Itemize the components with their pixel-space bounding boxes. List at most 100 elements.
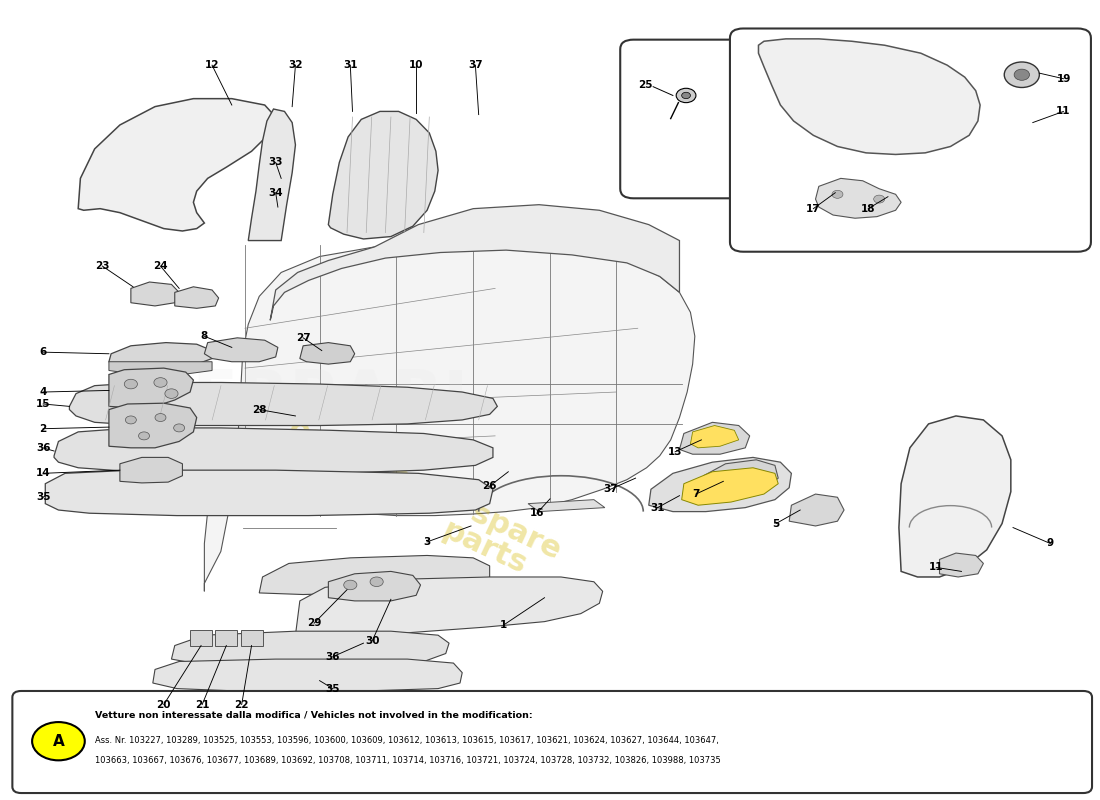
Text: 18: 18 (861, 204, 876, 214)
Text: 34: 34 (268, 188, 283, 198)
Polygon shape (109, 403, 197, 448)
Text: 19: 19 (1056, 74, 1070, 84)
Text: 15: 15 (36, 399, 51, 409)
Polygon shape (78, 98, 276, 231)
Polygon shape (789, 494, 844, 526)
Text: 6: 6 (40, 347, 46, 357)
Text: 32: 32 (288, 60, 302, 70)
Circle shape (832, 190, 843, 198)
Text: parts: parts (437, 515, 531, 580)
Polygon shape (528, 500, 605, 512)
Text: 31: 31 (650, 502, 664, 513)
Polygon shape (680, 422, 750, 454)
Polygon shape (939, 553, 983, 577)
Polygon shape (899, 416, 1011, 577)
Text: 14: 14 (36, 468, 51, 478)
Circle shape (370, 577, 383, 586)
Text: 35: 35 (36, 492, 51, 502)
Polygon shape (682, 468, 778, 506)
Circle shape (682, 92, 691, 98)
Text: 29: 29 (307, 618, 321, 628)
Circle shape (873, 195, 884, 203)
Polygon shape (54, 428, 493, 474)
Text: 11: 11 (1056, 106, 1070, 117)
Text: 17: 17 (806, 204, 821, 214)
Circle shape (676, 88, 696, 102)
Text: 1: 1 (500, 620, 507, 630)
Polygon shape (815, 178, 901, 218)
Circle shape (174, 424, 185, 432)
Polygon shape (175, 286, 219, 308)
Text: 9: 9 (1047, 538, 1054, 549)
Text: 23: 23 (95, 261, 110, 271)
Circle shape (1004, 62, 1040, 87)
Text: 36: 36 (36, 443, 51, 453)
Polygon shape (205, 338, 278, 362)
Text: 7: 7 (692, 489, 700, 499)
Polygon shape (69, 382, 497, 426)
Polygon shape (296, 577, 603, 635)
Polygon shape (131, 282, 179, 306)
Text: 31: 31 (343, 60, 358, 70)
Text: 37: 37 (603, 484, 618, 494)
Polygon shape (271, 205, 680, 320)
Polygon shape (702, 460, 778, 494)
Text: 35: 35 (326, 683, 340, 694)
Polygon shape (45, 470, 493, 515)
Text: 103663, 103667, 103676, 103677, 103689, 103692, 103708, 103711, 103714, 103716, : 103663, 103667, 103676, 103677, 103689, … (95, 756, 721, 765)
Circle shape (32, 722, 85, 760)
Text: 12: 12 (205, 60, 219, 70)
Text: Ass. Nr. 103227, 103289, 103525, 103553, 103596, 103600, 103609, 103612, 103613,: Ass. Nr. 103227, 103289, 103525, 103553,… (95, 736, 718, 745)
Text: 33: 33 (268, 158, 283, 167)
Polygon shape (249, 109, 296, 241)
Text: 22: 22 (234, 699, 249, 710)
Circle shape (154, 378, 167, 387)
Text: Vetture non interessate dalla modifica / Vehicles not involved in the modificati: Vetture non interessate dalla modifica /… (95, 710, 532, 719)
Text: 10: 10 (409, 60, 424, 70)
Text: 20: 20 (156, 699, 170, 710)
Circle shape (165, 389, 178, 398)
Text: 28: 28 (252, 405, 266, 414)
Polygon shape (109, 368, 194, 408)
Polygon shape (120, 458, 183, 483)
Polygon shape (241, 630, 263, 646)
Text: 3: 3 (424, 537, 431, 547)
Text: 21: 21 (195, 699, 209, 710)
Polygon shape (172, 631, 449, 665)
FancyBboxPatch shape (620, 40, 751, 198)
Text: 2: 2 (40, 424, 46, 434)
Text: passion for spare: passion for spare (283, 413, 565, 566)
Text: 4: 4 (40, 387, 47, 397)
Circle shape (155, 414, 166, 422)
Polygon shape (329, 111, 438, 239)
Polygon shape (329, 571, 420, 601)
Circle shape (124, 379, 138, 389)
Text: 25: 25 (638, 80, 652, 90)
Circle shape (343, 580, 356, 590)
Polygon shape (260, 555, 490, 594)
Polygon shape (649, 458, 791, 512)
Text: 8: 8 (200, 331, 208, 342)
Circle shape (125, 416, 136, 424)
Text: 16: 16 (529, 508, 544, 518)
FancyBboxPatch shape (12, 691, 1092, 793)
Text: 5: 5 (772, 518, 780, 529)
Text: 24: 24 (153, 261, 168, 271)
Text: A: A (53, 734, 64, 749)
Text: 37: 37 (469, 60, 483, 70)
Text: 36: 36 (326, 652, 340, 662)
Polygon shape (190, 630, 212, 646)
FancyBboxPatch shape (730, 29, 1091, 252)
Polygon shape (153, 659, 462, 691)
Text: FERRARI: FERRARI (148, 367, 470, 433)
Circle shape (139, 432, 150, 440)
Polygon shape (691, 426, 739, 448)
Text: 30: 30 (365, 636, 380, 646)
Polygon shape (205, 242, 695, 591)
Text: 11: 11 (930, 562, 944, 573)
Polygon shape (109, 342, 212, 366)
Polygon shape (109, 362, 212, 374)
Polygon shape (300, 342, 354, 364)
Text: 13: 13 (668, 447, 682, 457)
Text: 26: 26 (483, 481, 497, 491)
